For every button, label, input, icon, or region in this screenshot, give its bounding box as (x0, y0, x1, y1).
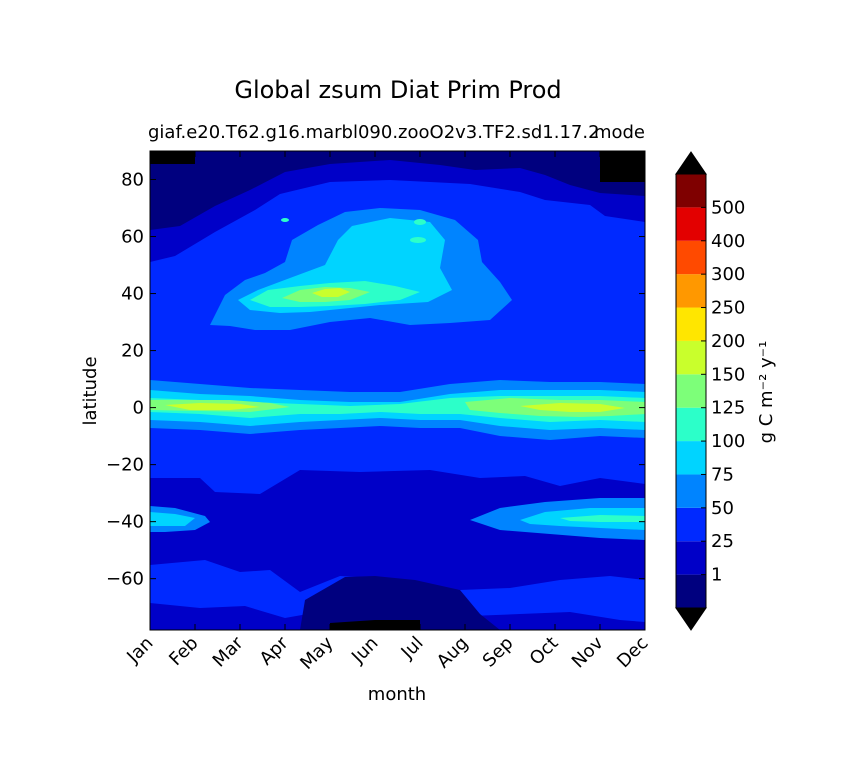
colorbar-under-extension (675, 607, 707, 631)
colorbar-segment (676, 374, 706, 408)
x-tick-label: May (296, 632, 337, 673)
colorbar-tick-label: 100 (711, 431, 745, 452)
colorbar-tick-label: 25 (711, 531, 734, 552)
contour-island-north-1 (410, 237, 426, 243)
colorbar-segment (676, 541, 706, 575)
colorbar-frame (675, 173, 707, 609)
colorbar-segment (676, 307, 706, 341)
contour-under-range-nw (150, 151, 195, 164)
colorbar-segment (676, 340, 706, 375)
x-tick-label: Sep (479, 633, 518, 672)
y-tick-label: −40 (106, 512, 144, 533)
colorbar-label: g C m⁻² y⁻¹ (756, 341, 777, 444)
colorbar-segment (676, 441, 706, 475)
y-tick-label: −60 (106, 569, 144, 590)
x-axis-label: month (368, 684, 426, 705)
y-axis: 80 60 40 20 0 −20 −40 −60 (106, 170, 645, 590)
x-tick-label: Jan (122, 633, 157, 668)
colorbar-tick-label: 75 (711, 464, 734, 485)
x-tick-label: Dec (613, 633, 652, 672)
colorbar-tick-label: 125 (711, 398, 745, 419)
x-tick-label: Jul (397, 633, 428, 664)
colorbar-segment (676, 207, 706, 241)
colorbar-segment (676, 274, 706, 308)
contour-band-0-1-south (300, 576, 500, 630)
y-tick-label: −20 (106, 455, 144, 476)
x-tick-label: Oct (526, 633, 563, 670)
contour-island-north-2 (414, 219, 426, 225)
chart-title: Global zsum Diat Prim Prod (234, 76, 561, 104)
colorbar-segment (676, 174, 706, 208)
x-tick-label: Nov (568, 632, 608, 672)
colorbar-tick-label: 500 (711, 197, 745, 218)
chart-subtitle-right: mode (594, 122, 645, 143)
x-tick-label: Mar (209, 632, 248, 671)
chart-subtitle-left: giaf.e20.T62.g16.marbl090.zooO2v3.TF2.sd… (148, 122, 600, 143)
plot-frame (149, 150, 646, 631)
x-tick-label: Feb (165, 633, 202, 670)
contour-band-150-200-north (312, 288, 350, 297)
contour-band-100-125-south-east (560, 515, 645, 522)
colorbar-segment (676, 407, 706, 442)
contour-plot-area (150, 151, 645, 630)
colorbar-tick-label: 150 (711, 364, 745, 385)
contour-band-1-25-north (150, 151, 645, 262)
colorbar-tick-label: 200 (711, 331, 745, 352)
y-tick-label: 40 (121, 284, 144, 305)
colorbar-segment (676, 474, 706, 508)
contour-under-range-ne (600, 151, 645, 182)
contour-band-125-150-equator (150, 398, 645, 417)
y-tick-label: 0 (133, 398, 144, 419)
contour-band-75-100-south-west (150, 512, 195, 526)
contour-band-150-200-equator (165, 403, 625, 412)
colorbar-segment (676, 240, 706, 275)
colorbar-tick-label: 1 (711, 565, 722, 586)
y-axis-label: latitude (80, 356, 101, 425)
colorbar-over-extension (675, 151, 707, 175)
colorbar-tick-label: 250 (711, 298, 745, 319)
colorbar-tick-label: 400 (711, 231, 745, 252)
y-tick-label: 20 (121, 341, 144, 362)
x-tick-label: Apr (256, 632, 293, 669)
colorbar-segment (676, 507, 706, 542)
y-tick-label: 60 (121, 227, 144, 248)
colorbar-tick-label: 300 (711, 264, 745, 285)
contour-island-north-3 (281, 218, 289, 222)
x-tick-label: Jun (347, 633, 382, 668)
x-tick-label: Aug (433, 633, 473, 673)
y-tick-label: 80 (121, 170, 144, 191)
colorbar-segment (676, 574, 706, 608)
colorbar-tick-label: 50 (711, 498, 734, 519)
contour-band-0-1-north (150, 151, 645, 230)
